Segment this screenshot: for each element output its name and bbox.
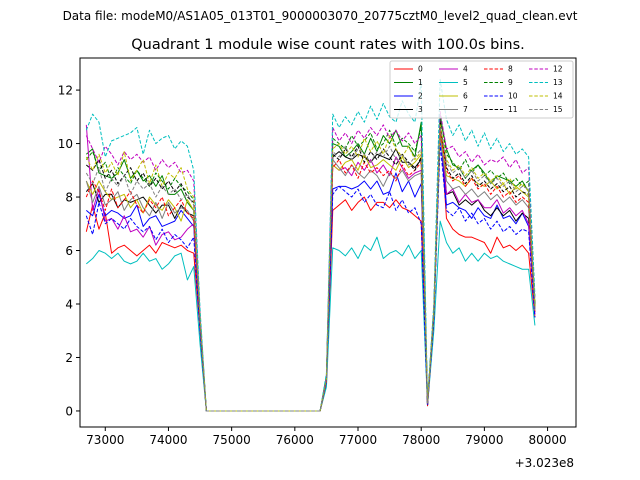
legend-label-11: 11: [508, 105, 518, 114]
legend-label-6: 6: [463, 92, 468, 101]
legend-label-10: 10: [508, 92, 518, 101]
legend-label-7: 7: [463, 105, 468, 114]
series-layer: [85, 78, 536, 412]
series-line-14: [85, 124, 536, 412]
legend-box: [389, 60, 574, 119]
legend-label-9: 9: [508, 78, 513, 87]
legend-label-5: 5: [463, 78, 468, 87]
x-tick-label: 73000: [86, 433, 124, 447]
legend-label-3: 3: [418, 105, 423, 114]
legend-label-15: 15: [553, 105, 563, 114]
y-tick-label: 0: [65, 404, 73, 418]
series-line-15: [85, 127, 536, 412]
legend-label-2: 2: [418, 92, 423, 101]
y-tick-label: 6: [65, 244, 73, 258]
legend-label-0: 0: [418, 65, 423, 74]
legend-label-14: 14: [553, 92, 563, 101]
axes-frame: [79, 57, 577, 428]
legend-label-12: 12: [553, 65, 563, 74]
series-line-8: [85, 129, 536, 412]
x-tick-label: 74000: [149, 433, 187, 447]
legend-label-13: 13: [553, 78, 563, 87]
y-tick-label: 12: [58, 84, 73, 98]
y-axis: 0 2 4 6 8 10 12: [58, 84, 80, 418]
x-tick-label: 75000: [213, 433, 251, 447]
x-tick-label: 76000: [276, 433, 314, 447]
x-axis-offset-label: +3.023e8: [515, 456, 574, 470]
y-tick-label: 8: [65, 191, 73, 205]
data-file-label: Data file: modeM0/AS1A05_013T01_90000030…: [63, 9, 578, 23]
legend-label-8: 8: [508, 65, 513, 74]
y-tick-label: 10: [58, 137, 73, 151]
legend-label-4: 4: [463, 65, 468, 74]
legend-label-1: 1: [418, 78, 423, 87]
x-tick-label: 80000: [528, 433, 566, 447]
y-tick-label: 2: [65, 351, 73, 365]
x-tick-label: 79000: [465, 433, 503, 447]
y-tick-label: 4: [65, 298, 73, 312]
x-tick-label: 77000: [339, 433, 377, 447]
chart-title: Quadrant 1 module wise count rates with …: [131, 37, 525, 53]
x-tick-label: 78000: [402, 433, 440, 447]
x-axis: 73000 74000 75000 76000 77000 78000 79000 80000: [86, 427, 567, 447]
